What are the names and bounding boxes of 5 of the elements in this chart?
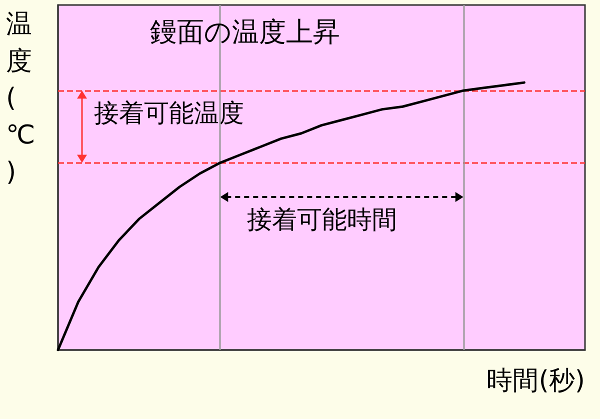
chart-title: 鏝面の温度上昇 [150, 17, 340, 48]
y-axis-title: 温度(℃) [6, 10, 36, 188]
x-axis-title: 時間(秒) [486, 366, 585, 396]
annotation: 接着可能時間 [246, 205, 397, 234]
annotation: 接着可能温度 [94, 98, 244, 128]
